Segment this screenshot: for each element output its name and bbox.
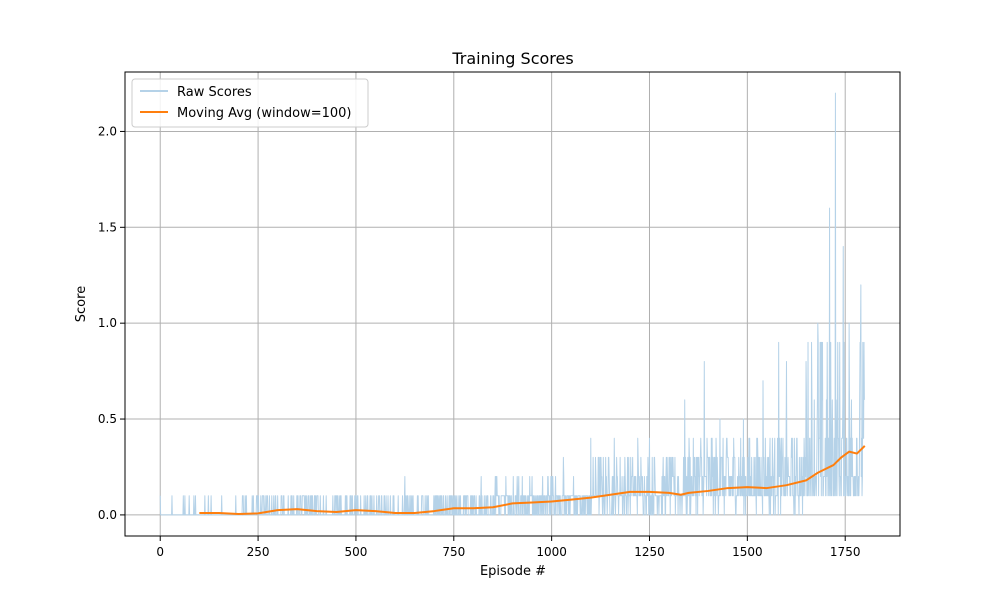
legend-label-raw: Raw Scores [177,85,252,100]
x-tick-label: 1250 [634,545,665,559]
x-tick-label: 500 [344,545,367,559]
y-tick-label: 0.0 [98,508,117,522]
y-tick-label: 2.0 [98,124,117,138]
chart-title: Training Scores [451,49,573,68]
raw-scores-series [159,92,865,516]
x-tick-label: 750 [442,545,465,559]
moving-average-line [199,445,866,515]
x-tick-label: 1500 [732,545,763,559]
y-axis-ticks: 0.0 0.5 1.0 1.5 2.0 [98,124,125,522]
legend-box [131,78,369,128]
x-tick-label: 1000 [536,545,567,559]
x-tick-label: 1750 [830,545,861,559]
plot-frame [124,71,901,537]
legend-label-avg: Moving Avg (window=100) [177,106,351,121]
y-tick-label: 0.5 [98,412,117,426]
y-tick-label: 1.0 [98,316,117,330]
x-axis-ticks: 0 250 500 750 1000 1250 1500 1750 [156,536,860,559]
raw-scores-line [159,92,865,516]
y-axis-label: Score [74,286,89,322]
moving-average-series [199,445,866,515]
x-axis-label: Episode # [480,564,546,579]
x-tick-label: 0 [156,545,164,559]
legend: Raw Scores Moving Avg (window=100) [131,78,369,128]
x-tick-label: 250 [247,545,270,559]
y-tick-label: 1.5 [98,220,117,234]
